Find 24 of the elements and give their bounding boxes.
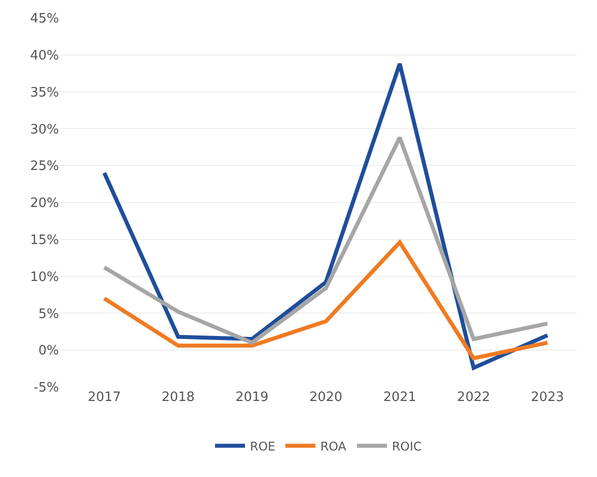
- y-tick-label: 30%: [30, 122, 59, 138]
- x-tick-label: 2021: [383, 390, 416, 405]
- y-tick-label: 0%: [38, 344, 59, 359]
- line-series: [102, 62, 550, 370]
- line-series: [102, 136, 550, 345]
- line-series: [102, 240, 550, 360]
- y-tick-label: 25%: [30, 159, 59, 174]
- y-tick-label: 40%: [30, 48, 59, 64]
- legend-label: ROIC: [392, 439, 422, 454]
- x-tick-label: 2023: [530, 390, 564, 405]
- y-tick-label: 35%: [30, 85, 59, 100]
- y-tick-label: -5%: [34, 380, 59, 396]
- x-tick-label: 2019: [235, 390, 269, 405]
- x-tick-label: 2022: [457, 390, 490, 405]
- x-tick-label: 2020: [309, 390, 342, 405]
- x-tick-label: 2017: [88, 390, 121, 405]
- x-tick-label: 2018: [162, 390, 195, 405]
- y-tick-label: 15%: [30, 232, 59, 248]
- y-tick-label: 45%: [30, 12, 59, 27]
- y-tick-label: 20%: [30, 196, 59, 212]
- y-tick-label: 5%: [38, 306, 59, 322]
- legend-label: ROE: [250, 439, 276, 454]
- legend-label: ROA: [320, 439, 347, 454]
- y-tick-label: 10%: [30, 270, 59, 285]
